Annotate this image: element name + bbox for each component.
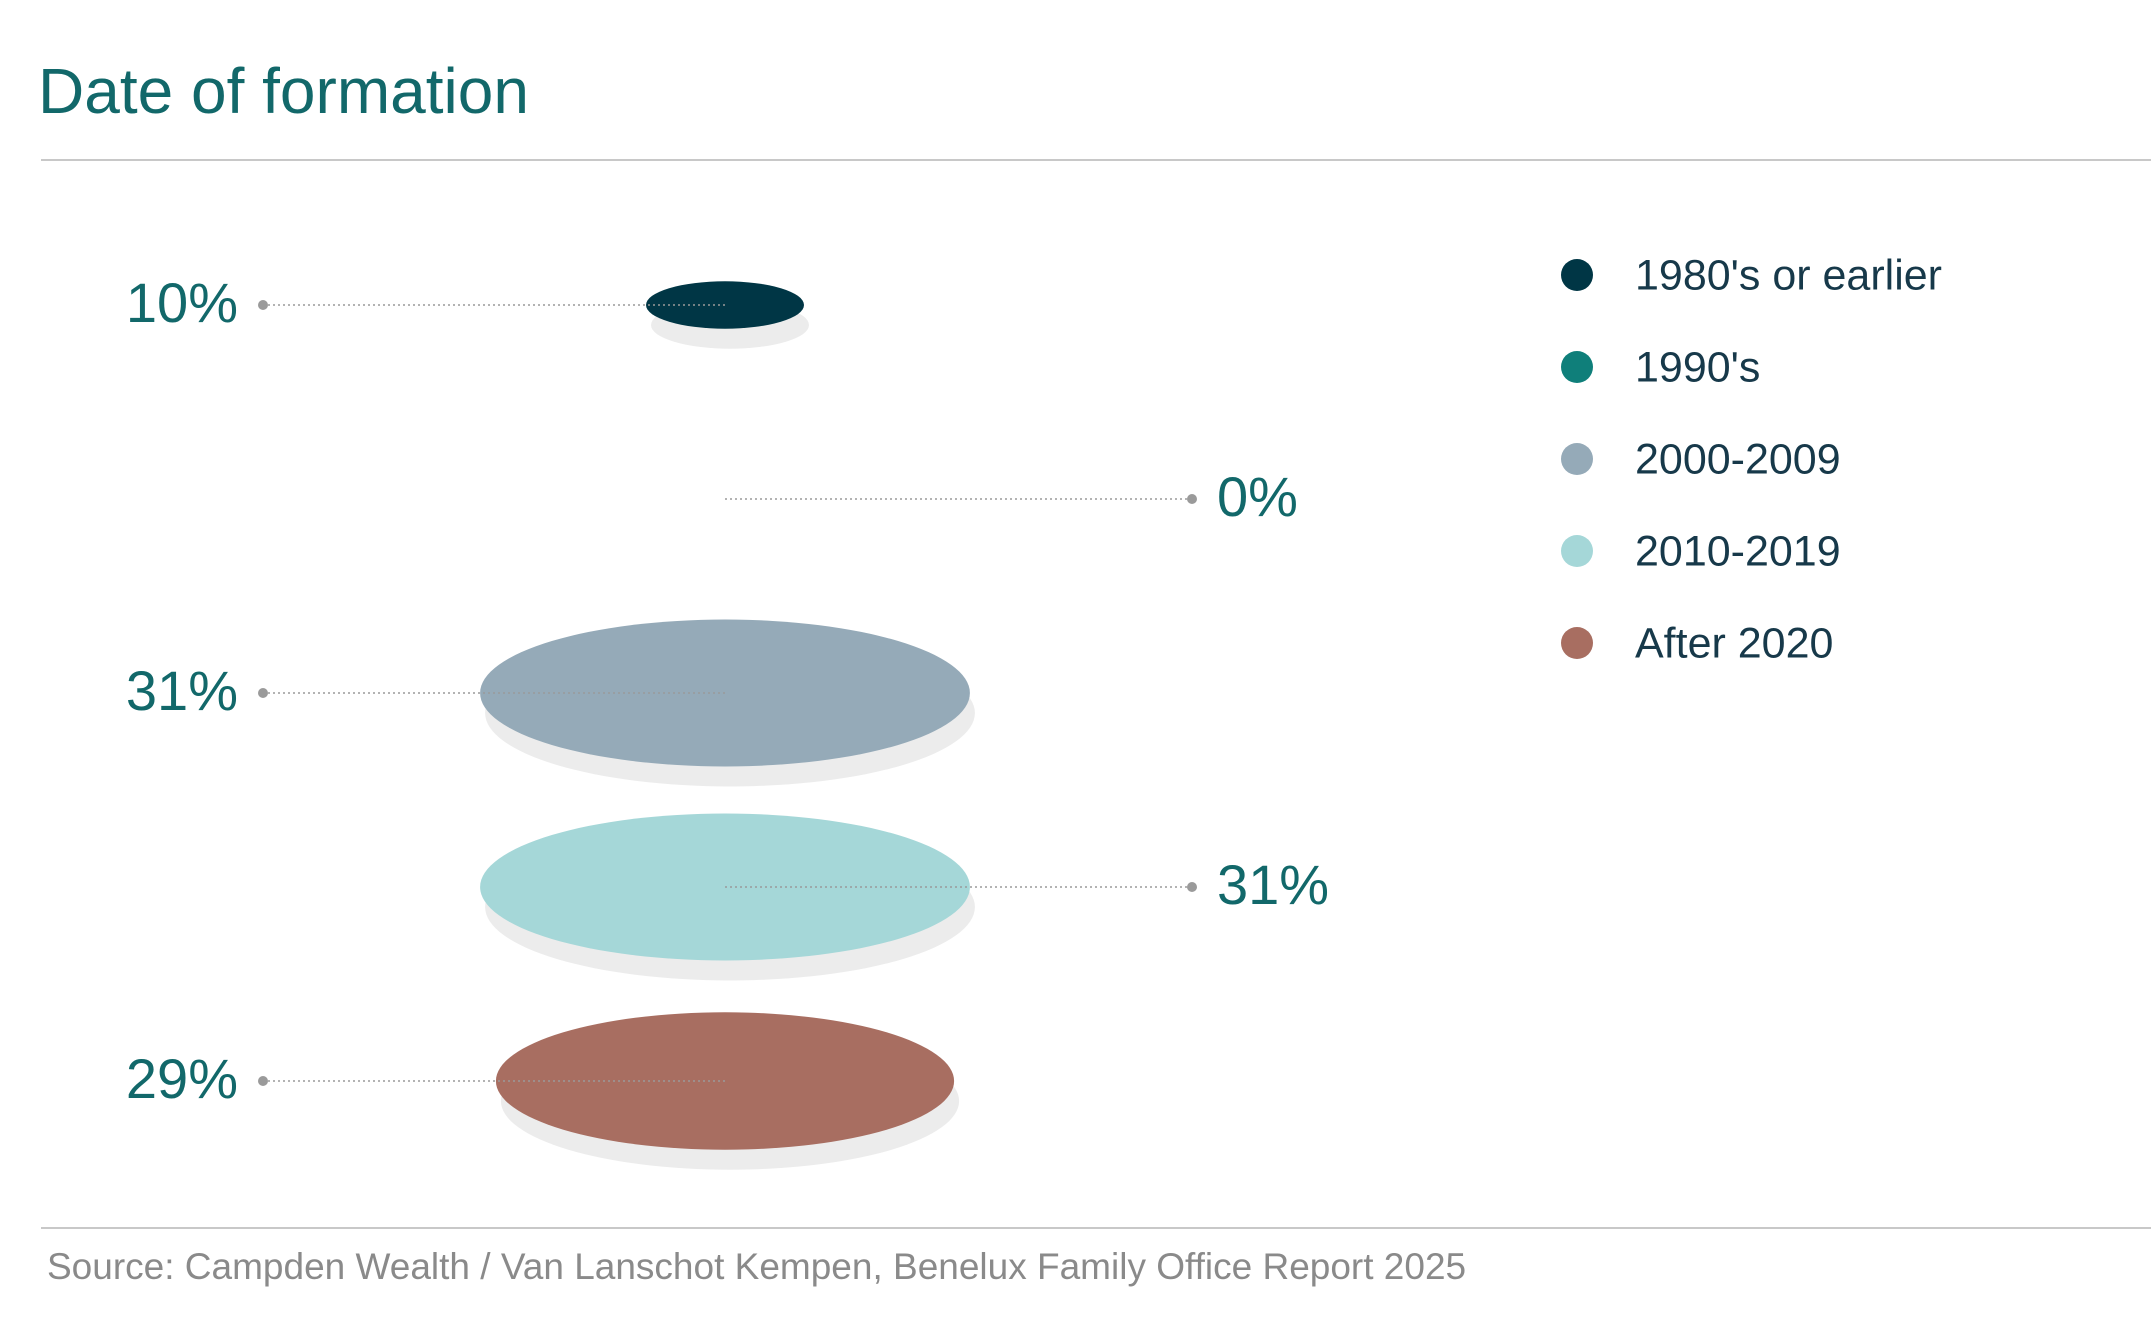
leader-dot (1187, 494, 1197, 504)
value-label: 29% (126, 1047, 238, 1110)
leader-dot (258, 300, 268, 310)
legend-swatch (1561, 351, 1593, 383)
leader-dot (258, 688, 268, 698)
leader-dot (258, 1076, 268, 1086)
chart-title: Date of formation (38, 55, 529, 127)
legend-label: 2010-2019 (1635, 527, 1841, 575)
value-label: 10% (126, 271, 238, 334)
legend-swatch (1561, 443, 1593, 475)
legend-swatch (1561, 259, 1593, 291)
legend-label: After 2020 (1635, 619, 1833, 667)
value-label: 31% (126, 659, 238, 722)
legend-swatch (1561, 535, 1593, 567)
legend-label: 2000-2009 (1635, 435, 1841, 483)
legend-label: 1980's or earlier (1635, 251, 1942, 299)
legend-swatch (1561, 627, 1593, 659)
source: Source: Campden Wealth / Van Lanschot Ke… (47, 1246, 1466, 1287)
legend-label: 1990's (1635, 343, 1760, 391)
leader-dot (1187, 882, 1197, 892)
value-label: 0% (1217, 465, 1298, 528)
value-label: 31% (1217, 853, 1329, 916)
